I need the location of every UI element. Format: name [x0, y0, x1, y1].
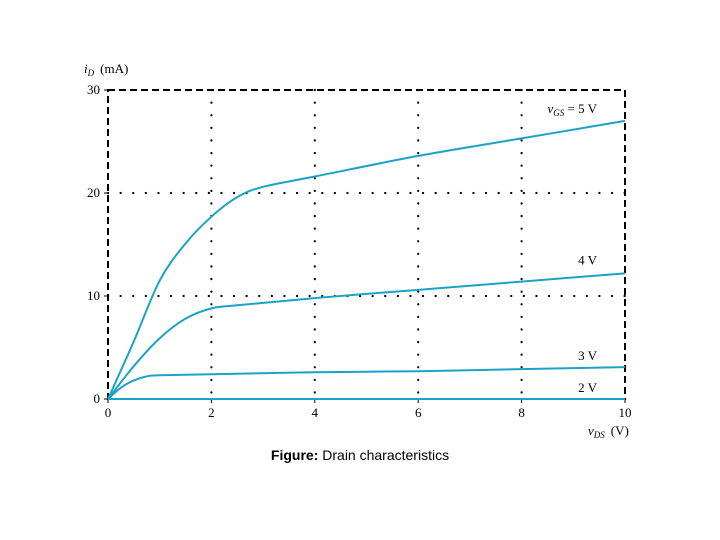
x-tick-label: 8 — [518, 405, 525, 420]
grid-lines — [106, 88, 627, 401]
x-tick-label: 4 — [312, 405, 319, 420]
series-label: 3 V — [578, 348, 598, 363]
series-label: 4 V — [578, 252, 598, 267]
figure-caption: Figure: Drain characteristics — [0, 447, 720, 463]
axis-labels: iD (mA) vDS (V) — [84, 61, 629, 440]
axes: 0 2 4 6 8 10 0 10 20 30 — [87, 82, 632, 420]
y-tick-label: 0 — [94, 391, 101, 406]
y-tick-label: 30 — [87, 82, 100, 97]
y-tick-label: 20 — [87, 185, 100, 200]
x-tick-label: 2 — [208, 405, 215, 420]
series-line-5v — [107, 119, 626, 400]
caption-prefix: Figure: — [270, 447, 319, 463]
y-axis-label: iD (mA) — [84, 61, 128, 78]
y-tick-label: 10 — [87, 288, 100, 303]
caption-text: Drain characteristics — [318, 447, 450, 463]
series-line-4v — [107, 272, 626, 400]
series-line-3v — [107, 366, 626, 400]
series-layer: vGS = 5 V 4 V 3 V 2 V — [107, 101, 626, 400]
x-tick-label: 10 — [619, 405, 632, 420]
x-axis-label: vDS (V) — [588, 423, 629, 440]
series-label: vGS = 5 V — [547, 101, 597, 118]
x-tick-label: 6 — [415, 405, 422, 420]
x-tick-label: 0 — [105, 405, 112, 420]
drain-characteristics-chart: 0 2 4 6 8 10 0 10 20 30 vGS = 5 V 4 V 3 V 2 V iD (mA)… — [84, 61, 632, 440]
series-label: 2 V — [578, 380, 598, 395]
